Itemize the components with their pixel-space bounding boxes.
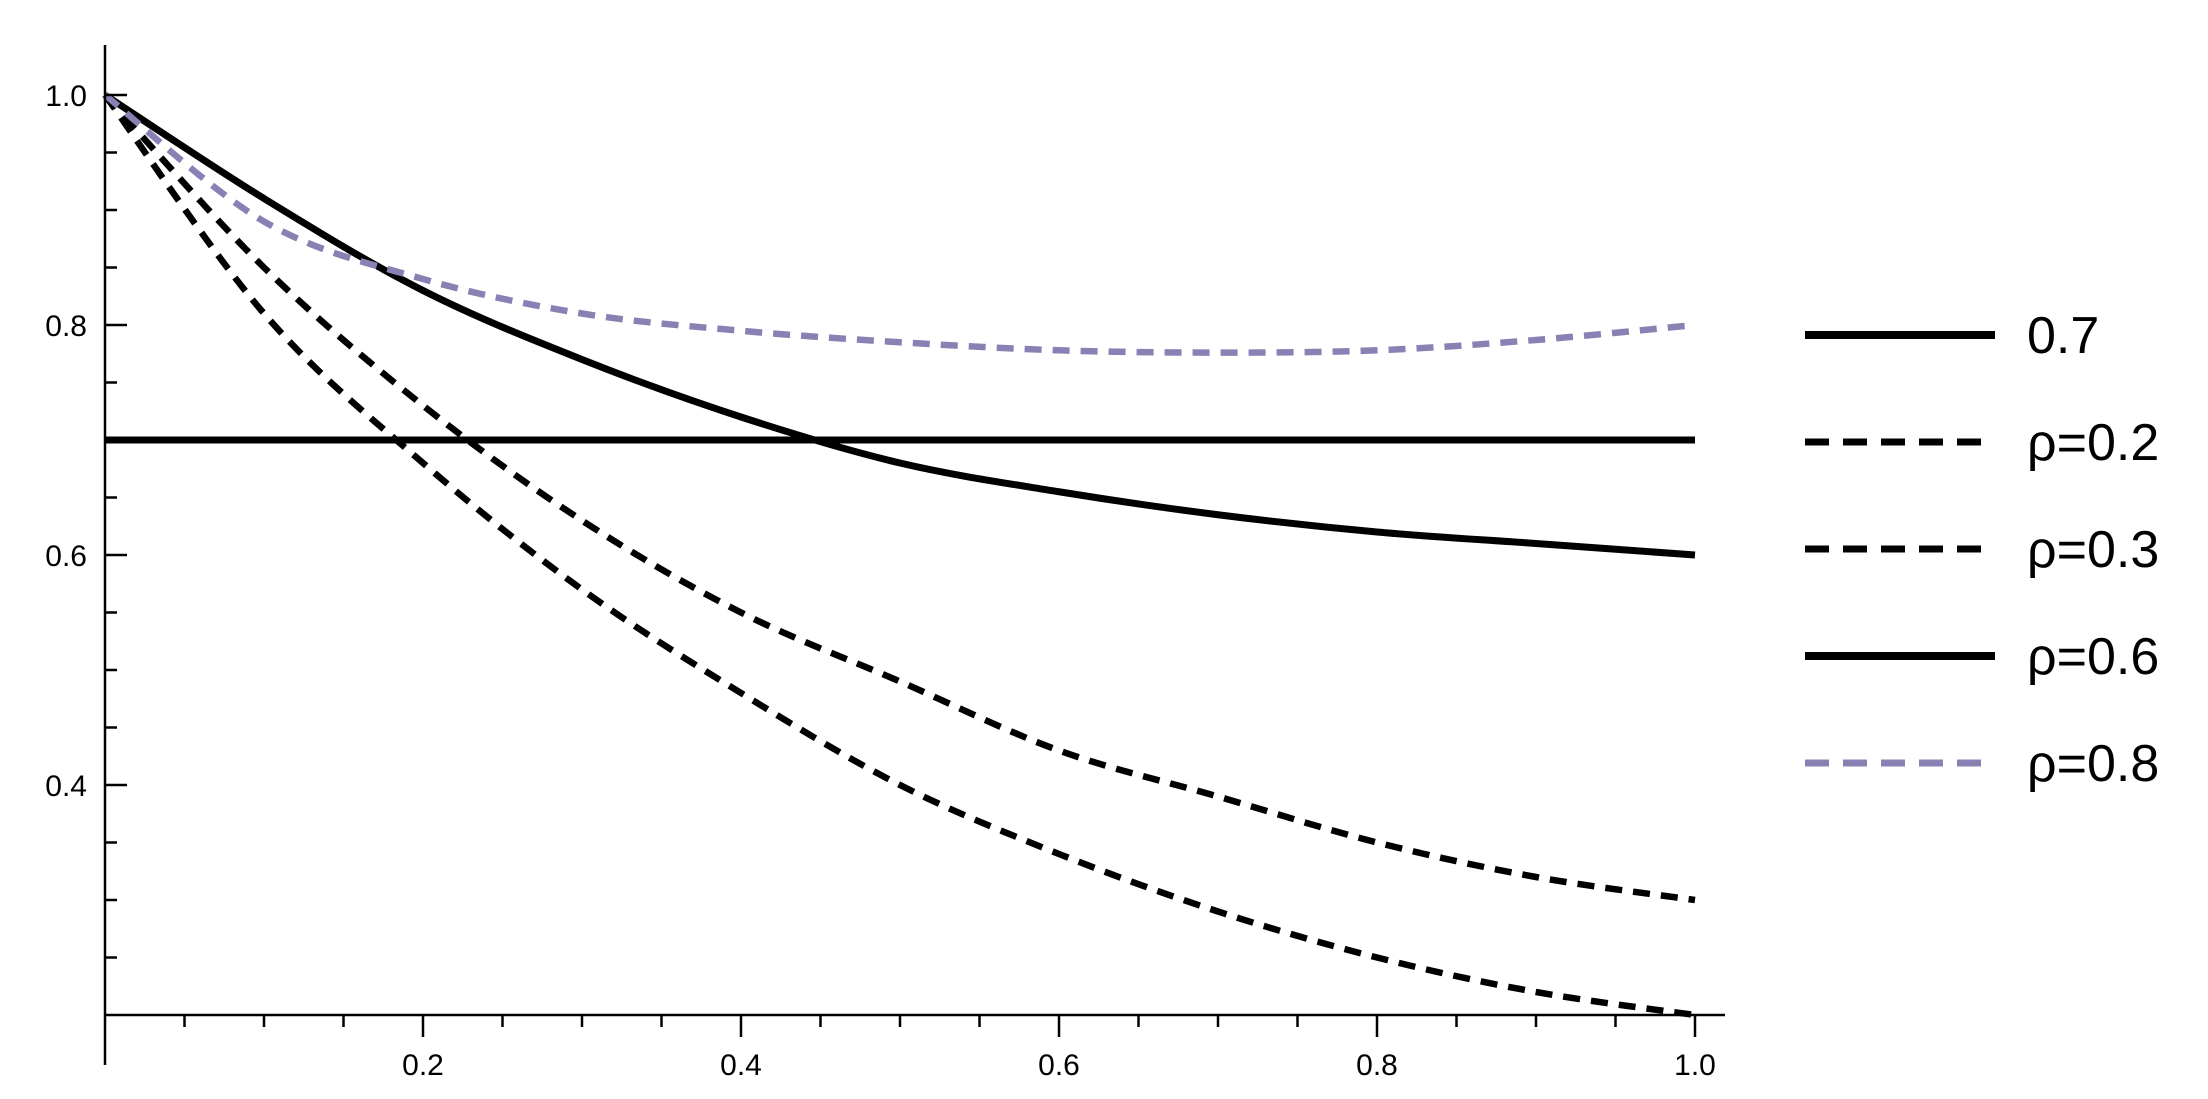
- x-tick-label: 0.2: [402, 1049, 444, 1082]
- y-tick-label: 0.6: [45, 540, 87, 573]
- legend-label: ρ=0.6: [2027, 628, 2159, 686]
- axes-group: 0.2 0.4 0.6 0.8 1.0 0.4 0.6 0.8 1.0: [45, 45, 1725, 1082]
- legend: 0.7 ρ=0.2 ρ=0.3 ρ=0.6 ρ=0.8: [1805, 307, 2159, 793]
- legend-label: ρ=0.3: [2027, 521, 2159, 579]
- series-line-4: [102, 92, 1696, 356]
- x-tick-label: 0.6: [1038, 1049, 1080, 1082]
- y-tick-label: 1.0: [45, 80, 87, 113]
- x-tick-label: 0.4: [720, 1049, 762, 1082]
- legend-label: ρ=0.2: [2027, 414, 2159, 472]
- series-line-3: [103, 92, 1696, 559]
- series-line-1: [102, 93, 1696, 1019]
- plot-series-group: [102, 92, 1696, 1019]
- legend-label: 0.7: [2027, 307, 2099, 365]
- y-tick-label: 0.8: [45, 310, 87, 343]
- x-tick-label: 0.8: [1356, 1049, 1398, 1082]
- x-tick-label: 1.0: [1674, 1049, 1716, 1082]
- legend-label: ρ=0.8: [2027, 735, 2159, 793]
- series-line-2: [102, 92, 1696, 904]
- y-tick-label: 0.4: [45, 770, 87, 803]
